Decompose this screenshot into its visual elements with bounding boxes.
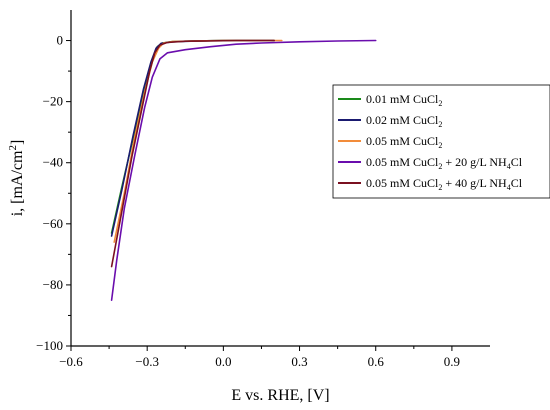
- y-axis-title-sup: 2: [7, 145, 19, 151]
- y-axis-title-main: i, [mA/cm: [9, 150, 26, 216]
- y-tick-label: −60: [43, 216, 63, 231]
- legend-label-1: 0.01 mM CuCl2: [366, 92, 442, 108]
- y-axis-title: i, [mA/cm2]: [7, 140, 26, 217]
- y-tick-label: 0: [57, 33, 64, 48]
- x-tick-label: 0.6: [368, 354, 385, 369]
- legend: 0.01 mM CuCl2 0.02 mM CuCl2 0.05 mM CuCl2 0…: [332, 84, 550, 199]
- y-tick-label: −20: [43, 94, 63, 109]
- x-axis: −0.6 −0.3 0.0 0.3 0.6 0.9: [59, 345, 490, 369]
- legend-label-3: 0.05 mM CuCl2: [366, 134, 442, 150]
- x-tick-label: 0.0: [215, 354, 231, 369]
- y-tick-label: −40: [43, 155, 63, 170]
- y-tick-label: −80: [43, 277, 63, 292]
- legend-box: [332, 84, 550, 199]
- legend-label-4: 0.05 mM CuCl2 + 20 g/L NH4Cl: [366, 155, 523, 171]
- series-line-4: [110, 39, 377, 301]
- series-line-3: [113, 39, 283, 243]
- y-tick-label: −100: [36, 338, 63, 353]
- series-line-5: [110, 39, 275, 268]
- legend-label-5: 0.05 mM CuCl2 + 40 g/L NH4Cl: [366, 176, 523, 192]
- x-axis-title: E vs. RHE, [V]: [231, 387, 329, 404]
- y-axis-title-end: ]: [9, 140, 26, 145]
- y-axis: 0 −20 −40 −60 −80 −100: [36, 10, 72, 353]
- legend-label-2: 0.02 mM CuCl2: [366, 113, 442, 129]
- x-tick-label: −0.6: [59, 354, 83, 369]
- plot-area: [110, 39, 377, 301]
- x-tick-label: 0.3: [291, 354, 307, 369]
- x-tick-label: 0.9: [444, 354, 460, 369]
- x-tick-label: −0.3: [135, 354, 159, 369]
